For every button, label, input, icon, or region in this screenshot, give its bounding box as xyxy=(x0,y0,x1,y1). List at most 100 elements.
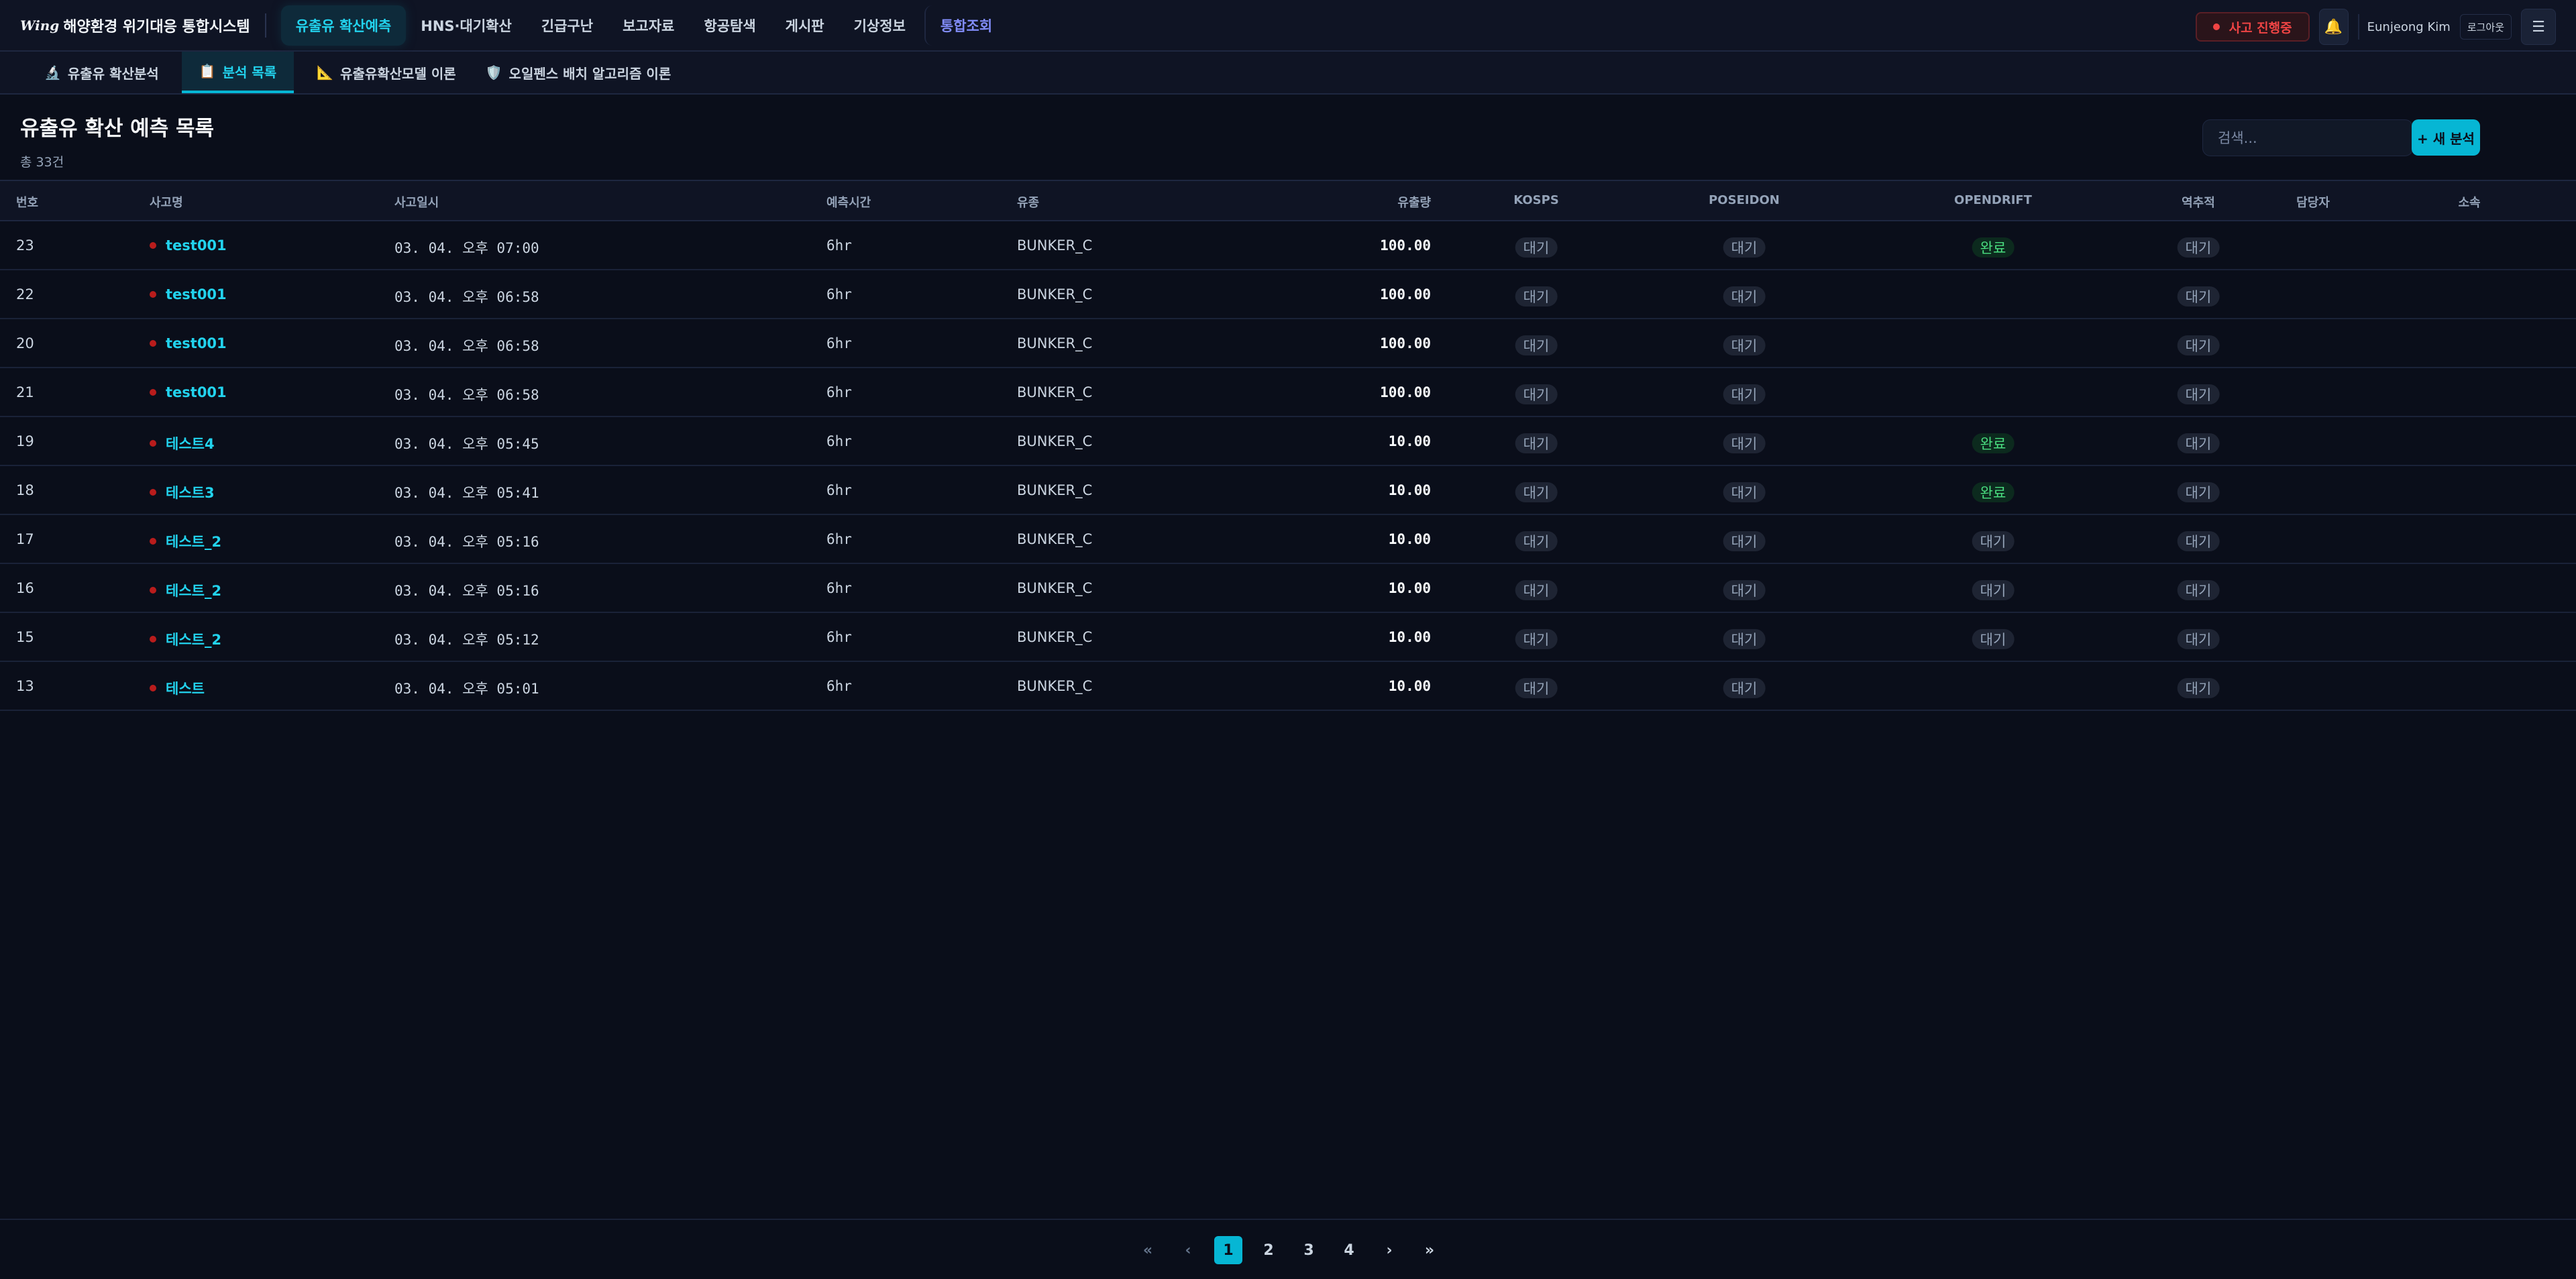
spill-volume: 10.00 xyxy=(1388,482,1431,498)
incident-name-link[interactable]: test001 xyxy=(150,384,227,400)
poseidon-status-badge: 대기 xyxy=(1723,482,1766,502)
tab-icon: 🔬 xyxy=(44,64,61,80)
incident-name-link[interactable]: 테스트_2 xyxy=(150,629,221,649)
column-header[interactable]: POSEIDON xyxy=(1709,193,1780,207)
column-header[interactable]: 번호 xyxy=(16,196,39,210)
nav-item[interactable]: 기상정보 xyxy=(853,17,906,34)
spill-volume: 10.00 xyxy=(1388,629,1431,645)
first-page-button[interactable]: « xyxy=(1142,1241,1153,1259)
backtrack-status-badge: 대기 xyxy=(2177,384,2220,404)
column-header[interactable]: KOSPS xyxy=(1513,193,1559,207)
oil-type: BUNKER_C xyxy=(1017,629,1093,645)
last-page-button[interactable]: » xyxy=(1424,1241,1435,1259)
prediction-time: 6hr xyxy=(826,433,852,449)
pagination: « ‹ 1 2 3 4 › » xyxy=(1134,1236,1444,1264)
logout-button[interactable]: 로그아웃 xyxy=(2459,14,2512,40)
backtrack-status-badge: 대기 xyxy=(2177,482,2220,502)
incident-name-link[interactable]: test001 xyxy=(150,335,227,351)
brand[interactable]: Wing 해양환경 위기대응 통합시스템 xyxy=(20,15,250,36)
prediction-time: 6hr xyxy=(826,286,852,302)
spill-volume: 100.00 xyxy=(1380,237,1431,254)
subnav-tab[interactable]: 🛡️ 오일펜스 배치 알고리즘 이론 xyxy=(479,52,678,93)
table-row[interactable]: 19 테스트4 03. 04. 오후 05:45 6hr BUNKER_C 10.00 대기… xyxy=(0,417,2576,466)
prediction-time: 6hr xyxy=(826,482,852,498)
kosps-status-badge: 대기 xyxy=(1515,678,1558,698)
search-input[interactable] xyxy=(2202,119,2413,156)
table-row[interactable]: 22 test001 03. 04. 오후 06:58 6hr BUNKER_C 100.… xyxy=(0,270,2576,319)
table-row[interactable]: 13 테스트 03. 04. 오후 05:01 6hr BUNKER_C 10.00 대기 대… xyxy=(0,662,2576,711)
page-3-button[interactable]: 3 xyxy=(1303,1241,1314,1259)
poseidon-status-badge: 대기 xyxy=(1723,433,1766,453)
nav-item[interactable]: 게시판 xyxy=(785,17,824,34)
table-row[interactable]: 21 test001 03. 04. 오후 06:58 6hr BUNKER_C 100.… xyxy=(0,368,2576,417)
prediction-time: 6hr xyxy=(826,335,852,351)
nav-item[interactable]: 항공탐색 xyxy=(704,17,756,34)
opendrift-status-badge: 대기 xyxy=(1972,580,2015,600)
column-header[interactable]: 사고일시 xyxy=(394,196,439,210)
column-header[interactable]: 유출량 xyxy=(1397,196,1431,210)
prediction-time: 6hr xyxy=(826,629,852,645)
incident-date: 03. 04. 오후 06:58 xyxy=(394,338,539,354)
page-4-button[interactable]: 4 xyxy=(1344,1241,1354,1259)
backtrack-status-badge: 대기 xyxy=(2177,531,2220,551)
page-1-button[interactable]: 1 xyxy=(1214,1236,1242,1264)
nav-item[interactable]: 통합조회 xyxy=(924,5,1007,46)
incident-date: 03. 04. 오후 07:00 xyxy=(394,240,539,256)
column-header[interactable]: 예측시간 xyxy=(826,196,871,210)
incident-date: 03. 04. 오후 05:41 xyxy=(394,485,539,501)
page-2-button[interactable]: 2 xyxy=(1263,1241,1274,1259)
incident-name-link[interactable]: 테스트3 xyxy=(150,482,215,502)
backtrack-status-badge: 대기 xyxy=(2177,678,2220,698)
subnav-tab[interactable]: 🔬 유출유 확산분석 xyxy=(38,52,166,93)
oil-type: BUNKER_C xyxy=(1017,678,1093,694)
incident-name-link[interactable]: 테스트 xyxy=(150,678,205,698)
table-row[interactable]: 15 테스트_2 03. 04. 오후 05:12 6hr BUNKER_C 10.00 대… xyxy=(0,613,2576,662)
incident-name: 테스트_2 xyxy=(166,534,222,550)
kosps-status-badge: 대기 xyxy=(1515,286,1558,307)
incident-label: 사고 진행중 xyxy=(2229,20,2292,36)
backtrack-status-badge: 대기 xyxy=(2177,286,2220,307)
next-page-button[interactable]: › xyxy=(1386,1241,1393,1259)
incident-name: 테스트_2 xyxy=(166,632,222,648)
row-number: 22 xyxy=(16,286,34,302)
incident-name-link[interactable]: 테스트4 xyxy=(150,433,215,453)
column-header[interactable]: 담당자 xyxy=(2296,196,2330,210)
table-row[interactable]: 16 테스트_2 03. 04. 오후 05:16 6hr BUNKER_C 10.00 대… xyxy=(0,564,2576,613)
spill-volume: 10.00 xyxy=(1388,580,1431,596)
column-header[interactable]: 소속 xyxy=(2458,196,2481,210)
top-bar: Wing 해양환경 위기대응 통합시스템 유출유 확산예측 HNS·대기확산 긴급구… xyxy=(0,0,2576,52)
tab-icon: 🛡️ xyxy=(485,64,502,80)
menu-icon[interactable]: ☰ xyxy=(2521,9,2556,45)
kosps-status-badge: 대기 xyxy=(1515,482,1558,502)
row-number: 23 xyxy=(16,237,34,254)
row-number: 16 xyxy=(16,580,34,596)
nav-item[interactable]: 보고자료 xyxy=(623,17,675,34)
incident-name-link[interactable]: test001 xyxy=(150,286,227,302)
table-row[interactable]: 17 테스트_2 03. 04. 오후 05:16 6hr BUNKER_C 10.00 대… xyxy=(0,515,2576,564)
spill-volume: 100.00 xyxy=(1380,286,1431,302)
row-number: 21 xyxy=(16,384,34,400)
prev-page-button[interactable]: ‹ xyxy=(1185,1241,1191,1259)
nav-item[interactable]: 유출유 확산예측 xyxy=(280,5,407,46)
status-dot-icon xyxy=(150,685,156,691)
subnav-tab[interactable]: 📐 유출유확산모델 이론 xyxy=(310,52,462,93)
table-row[interactable]: 20 test001 03. 04. 오후 06:58 6hr BUNKER_C 100.… xyxy=(0,319,2576,368)
table-row[interactable]: 18 테스트3 03. 04. 오후 05:41 6hr BUNKER_C 10.00 대기… xyxy=(0,466,2576,515)
nav-item[interactable]: 긴급구난 xyxy=(541,17,594,34)
column-header[interactable]: 역추적 xyxy=(2182,196,2215,210)
incident-status-button[interactable]: 사고 진행중 xyxy=(2195,12,2310,42)
nav-item[interactable]: HNS·대기확산 xyxy=(421,17,512,34)
bell-icon[interactable]: 🔔 xyxy=(2318,9,2349,45)
column-header[interactable]: OPENDRIFT xyxy=(1954,193,2032,207)
subnav-tab[interactable]: 📋 분석 목록 xyxy=(181,52,294,93)
column-header[interactable]: 사고명 xyxy=(150,196,183,210)
oil-type: BUNKER_C xyxy=(1017,482,1093,498)
table-row[interactable]: 23 test001 03. 04. 오후 07:00 6hr BUNKER_C 100.… xyxy=(0,221,2576,270)
divider xyxy=(0,1219,2576,1220)
incident-name-link[interactable]: test001 xyxy=(150,237,227,254)
row-number: 20 xyxy=(16,335,34,351)
incident-name-link[interactable]: 테스트_2 xyxy=(150,580,221,600)
new-analysis-button[interactable]: + 새 분석 xyxy=(2412,119,2480,156)
incident-name-link[interactable]: 테스트_2 xyxy=(150,531,221,551)
column-header[interactable]: 유종 xyxy=(1017,196,1040,210)
